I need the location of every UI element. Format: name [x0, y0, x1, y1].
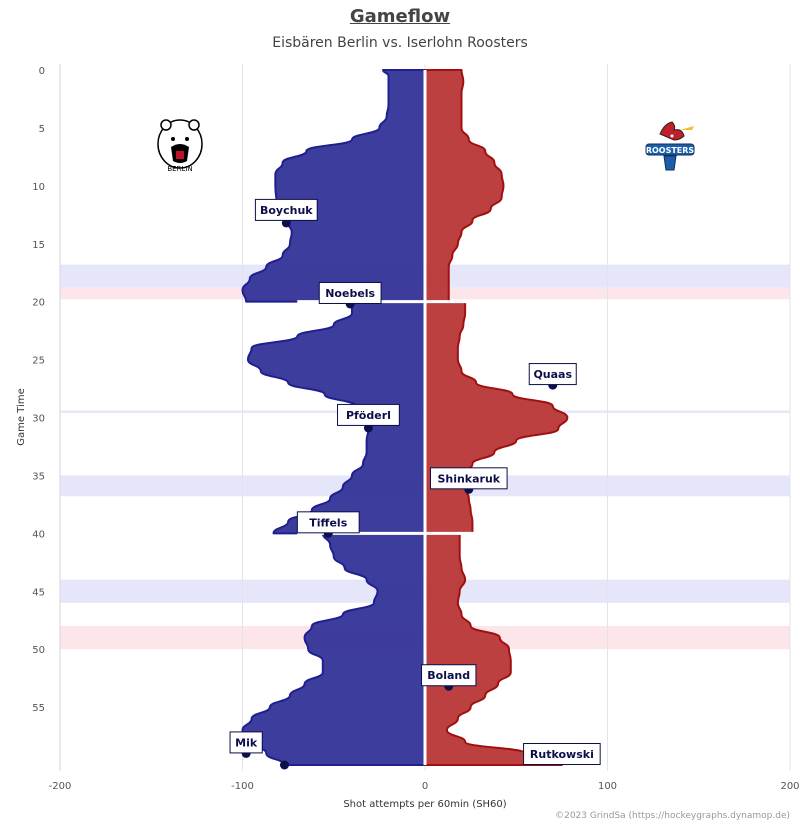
team-logos: BERLIN ROOSTERS	[157, 119, 695, 173]
berlin-bear-logo: BERLIN	[157, 119, 203, 173]
x-axis-label: Shot attempts per 60min (SH60)	[343, 799, 506, 810]
goal-label-5: Rutkowski	[530, 748, 594, 761]
goal-label-box-7	[430, 467, 508, 490]
goal-label-1: Noebels	[325, 287, 375, 300]
goal-label-7: Shinkaruk	[437, 472, 500, 485]
y-tick-label-0: 0	[39, 66, 45, 77]
y-tick-label-45: 45	[32, 587, 45, 598]
y-tick-label-35: 35	[32, 471, 45, 482]
goal-label-box-3	[296, 511, 360, 534]
goal-label-box-4	[229, 731, 263, 754]
credit-text: ©2023 GrindSa (https://hockeygraphs.dyna…	[555, 811, 790, 821]
x-tick-label-0: 0	[422, 781, 428, 792]
chart-subtitle: Eisbären Berlin vs. Iserlohn Roosters	[272, 35, 528, 51]
y-axis-label: Game Time	[16, 388, 27, 445]
goal-label-8: Boland	[427, 669, 470, 682]
berlin-logo-text: BERLIN	[167, 165, 192, 173]
goal-label-box-6	[528, 363, 577, 386]
goal-label-box-5	[523, 743, 601, 765]
roosters-logo: ROOSTERS	[645, 121, 695, 171]
goal-label-4: Mik	[235, 736, 258, 749]
goal-dot-5	[279, 760, 289, 770]
y-tick-label-50: 50	[32, 645, 45, 656]
area-right-period-2	[424, 300, 569, 535]
goal-label-box-1	[318, 281, 382, 304]
y-tick-label-55: 55	[32, 703, 45, 714]
y-tick-label-10: 10	[32, 182, 45, 193]
area-left-period-3	[241, 532, 426, 766]
area-right-period-1	[424, 69, 505, 303]
goal-label-box-8	[421, 664, 477, 687]
goal-label-box-0	[254, 198, 318, 221]
shot-areas	[241, 69, 569, 766]
y-tick-label-15: 15	[32, 240, 45, 251]
y-tick-label-5: 5	[39, 124, 45, 135]
goal-label-2: Pföderl	[346, 409, 391, 422]
goal-label-6: Quaas	[533, 368, 572, 381]
x-tick-label--200: -200	[49, 781, 72, 792]
roosters-logo-text: ROOSTERS	[646, 146, 695, 155]
x-tick-label-100: 100	[598, 781, 617, 792]
x-tick-label-200: 200	[780, 781, 799, 792]
chart-title: Gameflow	[349, 6, 451, 27]
area-right-period-3	[424, 532, 563, 766]
y-tick-label-25: 25	[32, 356, 45, 367]
area-left-period-1	[241, 69, 426, 303]
y-tick-label-30: 30	[32, 414, 45, 425]
goal-label-box-2	[337, 403, 400, 426]
y-tick-label-40: 40	[32, 529, 45, 540]
goal-label-3: Tiffels	[309, 516, 347, 529]
x-tick-label--100: -100	[231, 781, 254, 792]
goal-label-0: Boychuk	[260, 204, 313, 217]
axis-labels: Shot attempts per 60min (SH60) Game Time	[16, 388, 507, 810]
goal-markers: Boychuk Noebels Pföderl Tiffels Mik Rutkowski…	[229, 198, 601, 770]
y-tick-label-20: 20	[32, 298, 45, 309]
axes: 0 5 10 15 20 25 30 35 40 45 50 55 -200 -100 0 100 200	[32, 64, 800, 792]
